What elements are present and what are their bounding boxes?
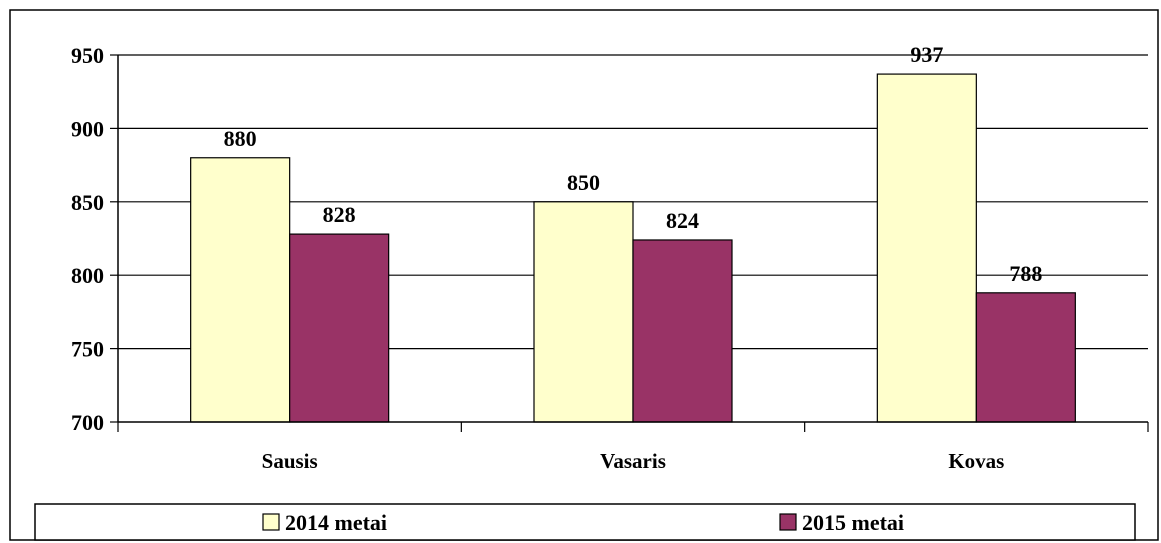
data-label: 788 bbox=[1009, 261, 1042, 286]
bar-vasaris-2 bbox=[632, 239, 733, 423]
x-tick-label: Sausis bbox=[262, 449, 318, 473]
legend: 2014 metai 2015 metai bbox=[34, 503, 1136, 541]
legend-swatch bbox=[779, 513, 797, 531]
data-label: 824 bbox=[666, 208, 699, 233]
data-label: 937 bbox=[910, 42, 943, 67]
x-tick-label: Kovas bbox=[948, 449, 1004, 473]
bars bbox=[190, 73, 1076, 423]
data-label: 828 bbox=[323, 202, 356, 227]
x-tick-label: Vasaris bbox=[600, 449, 666, 473]
legend-label: 2014 metai bbox=[285, 510, 387, 535]
data-label: 850 bbox=[567, 170, 600, 195]
legend-swatch bbox=[262, 513, 280, 531]
bar-sausis-1 bbox=[190, 157, 291, 423]
y-tick-label: 950 bbox=[71, 43, 104, 68]
axes bbox=[110, 54, 1149, 432]
y-tick-label: 800 bbox=[71, 263, 104, 288]
bar-kovas-1 bbox=[876, 73, 977, 423]
y-tick-label: 700 bbox=[71, 410, 104, 435]
bar-vasaris-1 bbox=[533, 201, 634, 423]
data-label: 880 bbox=[224, 126, 257, 151]
legend-label: 2015 metai bbox=[802, 510, 904, 535]
legend-box bbox=[34, 503, 1136, 541]
bar-kovas-2 bbox=[975, 292, 1076, 423]
y-tick-label: 750 bbox=[71, 337, 104, 362]
y-tick-label: 850 bbox=[71, 190, 104, 215]
y-tick-label: 900 bbox=[71, 116, 104, 141]
labels: 700 750 800 850 900 950 880 828 Sausis 850 824 Vasa… bbox=[71, 42, 1042, 473]
bar-sausis-2 bbox=[289, 233, 390, 423]
